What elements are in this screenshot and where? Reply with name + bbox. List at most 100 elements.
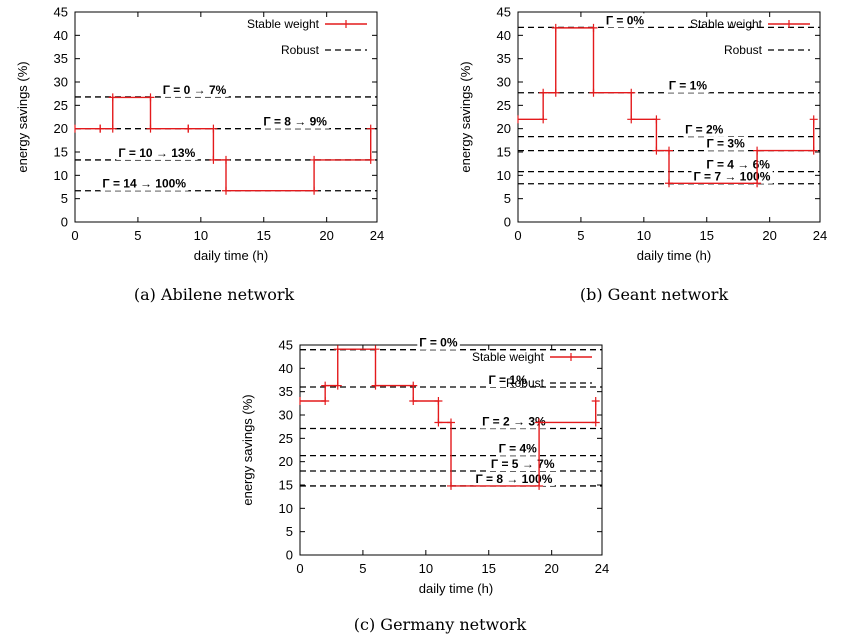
- stable-weight-point: [146, 93, 155, 102]
- plot-frame: [517, 11, 821, 223]
- x-tick-label: 20: [544, 561, 558, 576]
- gamma-annotation-bg: [473, 471, 555, 486]
- legend-label-robust: Robust: [281, 43, 320, 57]
- y-tick-label: 0: [286, 548, 293, 563]
- legend-label-robust: Robust: [506, 376, 545, 390]
- stable-weight-point: [447, 418, 455, 427]
- plot-frame: [74, 11, 378, 223]
- stable-weight-point: [809, 115, 818, 124]
- stable-weight-point: [591, 418, 600, 427]
- legend-label-robust: Robust: [724, 43, 763, 57]
- stable-weight-point: [809, 146, 818, 155]
- y-tick-label: 15: [279, 478, 293, 493]
- x-tick-label: 24: [595, 561, 609, 576]
- stable-weight-point: [434, 397, 443, 405]
- x-tick-label: 24: [370, 228, 384, 243]
- stable-weight-point: [539, 88, 548, 97]
- legend-label-stable: Stable weight: [472, 350, 545, 364]
- stable-weight-point: [409, 381, 418, 390]
- chart-panel-3: 0 5 10 15 20 25 30 35 40 45 0 5 10 15 20 24 daily time (…: [240, 335, 609, 634]
- gamma-annotation-bg: [488, 457, 557, 471]
- y-tick-label: 25: [497, 98, 511, 113]
- y-tick-label: 5: [504, 191, 511, 206]
- gamma-annotation-bg: [704, 136, 748, 151]
- x-tick-label: 5: [134, 228, 141, 243]
- chart-caption: (c) Germany network: [354, 615, 527, 634]
- y-axis-label: energy savings (%): [240, 394, 255, 505]
- x-tick-label: 10: [194, 228, 208, 243]
- chart-caption: (b) Geant network: [580, 285, 729, 304]
- gamma-annotation-bg: [683, 122, 726, 137]
- y-tick-label: 40: [54, 28, 68, 43]
- y-tick-label: 25: [279, 431, 293, 446]
- stable-weight-point: [589, 88, 598, 97]
- gamma-annotation-bg: [116, 145, 198, 160]
- stable-weight-point: [665, 146, 673, 155]
- stable-weight-point: [652, 115, 661, 124]
- gamma-annotation: Γ = 0 → 7%: [163, 83, 227, 97]
- chart-panel-1: 0 5 10 15 20 25 30 35 40 45 0 5 10 15 20 24 daily time (…: [15, 5, 384, 305]
- legend-label-stable: Stable weight: [247, 17, 320, 31]
- gamma-annotation-bg: [100, 176, 189, 191]
- stable-weight-point: [209, 155, 218, 164]
- y-axis-label: energy savings (%): [458, 61, 473, 172]
- y-tick-label: 5: [61, 191, 68, 206]
- stable-weight-point: [366, 155, 375, 164]
- x-tick-label: 0: [71, 228, 78, 243]
- y-tick-label: 10: [279, 501, 293, 516]
- x-tick-label: 5: [577, 228, 584, 243]
- x-tick-label: 5: [359, 561, 366, 576]
- stable-weight-point: [371, 345, 380, 354]
- stable-weight-point: [321, 381, 330, 390]
- y-tick-label: 35: [279, 384, 293, 399]
- gamma-annotation: Γ = 5 → 7%: [491, 457, 555, 471]
- legend-label-stable: Stable weight: [690, 17, 763, 31]
- stable-weight-point: [321, 397, 330, 405]
- stable-weight-point: [551, 23, 560, 32]
- y-tick-label: 40: [497, 28, 511, 43]
- gamma-annotation: Γ = 4%: [499, 442, 538, 456]
- y-tick-label: 40: [279, 361, 293, 376]
- x-tick-label: 20: [762, 228, 776, 243]
- stable-weight-point: [222, 186, 230, 195]
- stable-weight-point: [627, 88, 636, 97]
- stable-weight-point: [753, 179, 762, 188]
- gamma-annotation-bg: [704, 157, 773, 172]
- stable-weight-point: [535, 418, 544, 427]
- y-tick-label: 5: [286, 524, 293, 539]
- gamma-annotation: Γ = 1%: [669, 79, 708, 93]
- gamma-annotation: Γ = 10 → 13%: [118, 146, 195, 160]
- chart-panel-2: 0 5 10 15 20 25 30 35 40 45 0 5 10 15 20 24 daily time (…: [458, 5, 827, 305]
- x-tick-label: 0: [296, 561, 303, 576]
- stable-weight-point: [333, 345, 342, 354]
- x-tick-label: 24: [813, 228, 827, 243]
- gamma-annotation: Γ = 8 → 100%: [475, 472, 552, 486]
- stable-weight-point: [551, 88, 560, 97]
- x-tick-label: 10: [419, 561, 433, 576]
- gamma-annotation-bg: [261, 114, 330, 129]
- stable-weight-point: [108, 93, 117, 102]
- stable-weight-point: [209, 124, 218, 133]
- gamma-annotation-bg: [160, 82, 229, 97]
- gamma-annotation: Γ = 0%: [606, 13, 645, 27]
- gamma-annotation: Γ = 2%: [685, 123, 724, 137]
- stable-weight-point: [591, 397, 600, 405]
- stable-weight-point: [310, 186, 319, 195]
- y-axis-label: energy savings (%): [15, 61, 30, 172]
- stable-weight-point: [447, 481, 455, 490]
- chart-caption: (a) Abilene network: [134, 285, 295, 304]
- gamma-annotation: Γ = 2 → 3%: [482, 415, 546, 429]
- stable-weight-point: [333, 381, 342, 390]
- gamma-annotation-bg: [496, 441, 540, 456]
- y-tick-label: 0: [61, 215, 68, 230]
- y-tick-label: 15: [497, 145, 511, 160]
- x-axis-label: daily time (h): [194, 248, 268, 263]
- gamma-annotation: Γ = 1%: [489, 373, 528, 387]
- gamma-annotation-bg: [691, 169, 773, 184]
- y-tick-label: 35: [497, 51, 511, 66]
- stable-weight-point: [753, 146, 762, 155]
- stable-weight-point: [108, 124, 117, 133]
- y-tick-label: 30: [497, 75, 511, 90]
- gamma-annotation-bg: [480, 414, 549, 429]
